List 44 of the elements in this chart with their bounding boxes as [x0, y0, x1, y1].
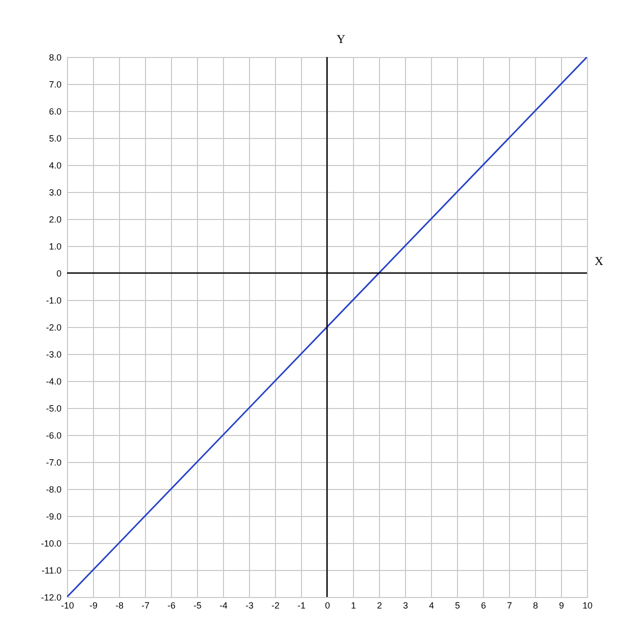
x-tick-label: -1 [297, 600, 306, 610]
x-tick-label: 6 [480, 600, 486, 610]
x-tick-label: 2 [376, 600, 382, 610]
x-tick-label: 7 [506, 600, 512, 610]
y-tick-label: -3.0 [46, 350, 62, 360]
y-tick-label: -4.0 [46, 376, 62, 386]
x-tick-label: -10 [60, 600, 74, 610]
x-tick-label: -7 [141, 600, 150, 610]
y-tick-label: -7.0 [46, 458, 62, 468]
x-tick-label: -4 [219, 600, 228, 610]
x-tick-label: 0 [324, 600, 330, 610]
x-tick-label: -3 [245, 600, 254, 610]
y-tick-label: -10.0 [40, 538, 62, 548]
y-tick-label: -9.0 [46, 512, 62, 522]
x-tick-label: -8 [115, 600, 124, 610]
y-tick-label: 3.0 [48, 188, 62, 198]
x-tick-label: -5 [193, 600, 202, 610]
x-tick-label: 1 [350, 600, 356, 610]
y-tick-label: 7.0 [48, 80, 62, 90]
y-tick-label: 2.0 [48, 214, 62, 224]
y-tick-label: -1.0 [46, 296, 62, 306]
y-tick-label: 1.0 [48, 242, 62, 252]
y-tick-label: -12.0 [40, 592, 62, 602]
y-tick-label: -8.0 [46, 484, 62, 494]
y-tick-label: -2.0 [46, 322, 62, 332]
y-tick-label: -5.0 [46, 404, 62, 414]
x-tick-label: -2 [271, 600, 280, 610]
x-axis-title: X [594, 254, 604, 268]
y-tick-label: 0 [56, 268, 62, 278]
y-axis-title: Y [336, 32, 346, 46]
x-tick-label: 4 [428, 600, 434, 610]
x-tick-label: 8 [532, 600, 538, 610]
y-tick-label: -11.0 [42, 566, 62, 576]
x-tick-label: -6 [167, 600, 176, 610]
y-tick-label: 4.0 [48, 160, 62, 170]
x-tick-label: 3 [402, 600, 408, 610]
y-tick-label: 5.0 [48, 134, 62, 144]
y-tick-label: 6.0 [48, 106, 62, 116]
y-tick-label: 8.0 [48, 52, 62, 62]
x-tick-label: 9 [558, 600, 564, 610]
x-tick-label: -9 [89, 600, 98, 610]
x-tick-label: 10 [582, 600, 593, 610]
y-tick-label: -6.0 [46, 430, 62, 440]
x-tick-label: 5 [454, 600, 460, 610]
